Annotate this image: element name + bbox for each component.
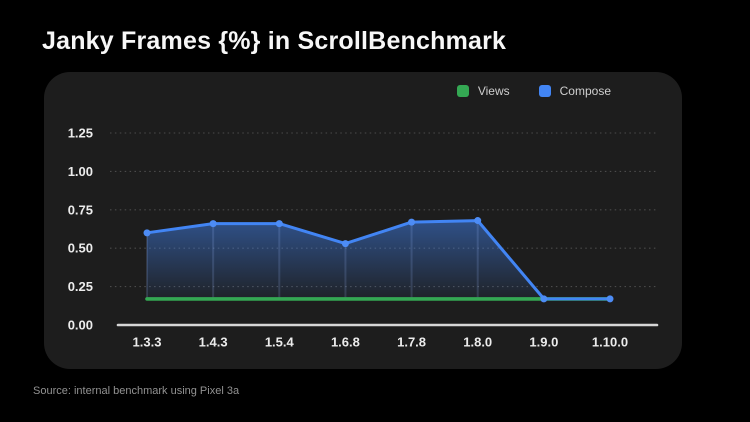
- chart-series: [143, 217, 614, 303]
- svg-text:1.5.4: 1.5.4: [265, 335, 295, 350]
- source-note: Source: internal benchmark using Pixel 3…: [33, 385, 240, 397]
- page-title: Janky Frames {%} in ScrollBenchmark: [42, 27, 507, 55]
- svg-text:0.75: 0.75: [68, 202, 93, 217]
- svg-text:0.50: 0.50: [68, 241, 93, 256]
- gridlines: [110, 132, 659, 327]
- legend-item-compose: Compose: [538, 84, 611, 98]
- svg-text:0.00: 0.00: [68, 318, 93, 333]
- svg-text:1.25: 1.25: [68, 126, 93, 141]
- svg-text:1.00: 1.00: [68, 164, 93, 179]
- compose-swatch-icon: [538, 85, 551, 97]
- line-chart: 0.00 0.25 0.50 0.75 1.00 1.25 1.3.3 1.4.3 1.5.4 1…: [68, 126, 659, 350]
- chart-legend: Views Compose: [456, 84, 611, 98]
- svg-text:1.6.8: 1.6.8: [331, 335, 360, 350]
- svg-text:1.8.0: 1.8.0: [463, 335, 492, 350]
- svg-text:0.25: 0.25: [68, 279, 93, 294]
- legend-item-views: Views: [456, 84, 510, 98]
- svg-text:1.10.0: 1.10.0: [592, 335, 628, 350]
- svg-text:1.9.0: 1.9.0: [529, 335, 558, 350]
- views-swatch-icon: [456, 85, 469, 97]
- svg-text:1.4.3: 1.4.3: [199, 335, 228, 350]
- legend-label-views: Views: [477, 84, 510, 98]
- chart-panel: Views Compose 0.00 0.25 0.50 0.75 1.00 1.25 1.…: [44, 72, 682, 369]
- svg-text:1.3.3: 1.3.3: [133, 335, 162, 350]
- legend-label-compose: Compose: [559, 84, 611, 98]
- axis-labels: 0.00 0.25 0.50 0.75 1.00 1.25 1.3.3 1.4.3 1.5.4 1…: [68, 126, 628, 350]
- svg-text:1.7.8: 1.7.8: [397, 335, 426, 350]
